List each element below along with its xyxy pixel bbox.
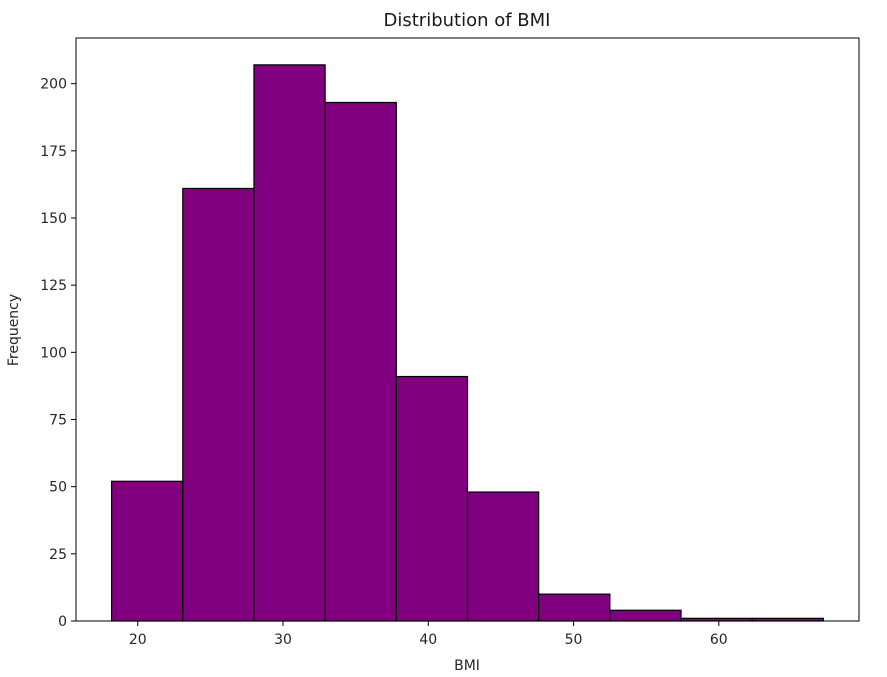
y-tick-label: 200 <box>40 77 67 93</box>
histogram-bar <box>466 491 540 622</box>
x-axis-ticks: 20 30 40 50 60 <box>129 621 728 648</box>
y-tick-label: 50 <box>49 480 67 496</box>
histogram-bar <box>324 101 397 622</box>
y-tick-label: 75 <box>49 413 67 429</box>
x-tick-label: 30 <box>274 632 292 648</box>
y-axis-label: Frequency <box>6 294 22 366</box>
x-tick-label: 60 <box>710 632 728 648</box>
x-axis-label: BMI <box>454 658 480 674</box>
histogram-bar <box>182 187 255 622</box>
y-tick-label: 125 <box>40 278 67 294</box>
histogram-bar <box>538 593 611 622</box>
plot-frame <box>75 37 860 622</box>
histogram-bar <box>253 64 326 622</box>
chart-title: Distribution of BMI <box>384 10 551 31</box>
y-tick-label: 25 <box>49 547 67 563</box>
y-tick-label: 175 <box>40 144 67 160</box>
y-tick-label: 100 <box>40 345 67 361</box>
histogram-bar <box>609 609 682 622</box>
histogram-bar <box>110 480 184 622</box>
y-axis-ticks: 0 25 50 75 100 125 150 175 200 <box>40 77 76 630</box>
y-tick-label: 150 <box>40 211 67 227</box>
y-tick-label: 0 <box>58 614 67 630</box>
bars-group <box>110 64 825 622</box>
x-tick-label: 40 <box>419 632 437 648</box>
x-tick-label: 50 <box>565 632 583 648</box>
x-tick-label: 20 <box>129 632 147 648</box>
histogram-bar <box>395 375 469 622</box>
